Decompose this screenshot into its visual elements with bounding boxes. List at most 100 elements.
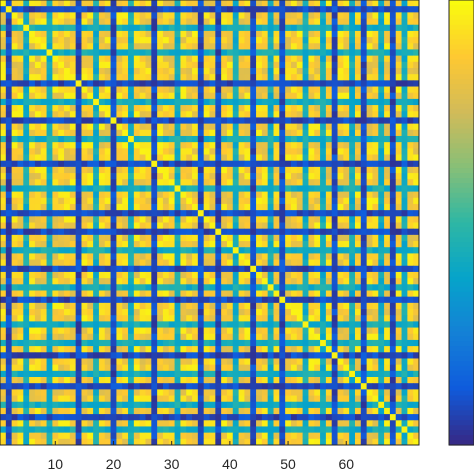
- heatmap-cell: [122, 271, 129, 279]
- heatmap-cell: [58, 185, 65, 192]
- heatmap-cell: [256, 296, 263, 304]
- heatmap-cell: [116, 352, 123, 359]
- heatmap-cell: [250, 321, 257, 328]
- heatmap-cell: [232, 12, 239, 19]
- heatmap-cell: [46, 265, 53, 273]
- heatmap-cell: [354, 321, 362, 328]
- heatmap-cell: [133, 166, 141, 174]
- heatmap-cell: [197, 98, 205, 106]
- heatmap-cell: [279, 191, 286, 199]
- heatmap-cell: [395, 216, 402, 223]
- heatmap-cell: [226, 370, 234, 378]
- heatmap-cell: [331, 123, 338, 131]
- heatmap-cell: [40, 395, 47, 403]
- heatmap-cell: [5, 142, 13, 149]
- heatmap-cell: [64, 407, 71, 415]
- heatmap-cell: [81, 6, 88, 13]
- heatmap-cell: [104, 247, 111, 254]
- heatmap-cell: [238, 241, 245, 248]
- heatmap-cell: [343, 43, 350, 50]
- heatmap-cell: [145, 401, 152, 409]
- heatmap-cell: [174, 364, 181, 372]
- heatmap-cell: [52, 395, 59, 403]
- heatmap-cell: [349, 302, 356, 310]
- heatmap-cell: [23, 222, 30, 230]
- heatmap-cell: [145, 166, 152, 174]
- heatmap-cell: [139, 55, 146, 63]
- heatmap-cell: [128, 309, 135, 316]
- heatmap-cell: [98, 309, 106, 316]
- heatmap-cell: [93, 222, 100, 230]
- heatmap-cell: [52, 259, 59, 267]
- heatmap-cell: [40, 0, 47, 7]
- heatmap-cell: [285, 86, 292, 94]
- heatmap-cell: [389, 296, 397, 304]
- heatmap-cell: [261, 414, 269, 421]
- heatmap-cell: [267, 12, 274, 19]
- heatmap-cell: [197, 18, 205, 26]
- heatmap-cell: [366, 117, 373, 125]
- heatmap-cell: [250, 247, 257, 254]
- heatmap-cell: [128, 271, 135, 279]
- heatmap-cell: [93, 142, 100, 149]
- heatmap-cell: [139, 61, 146, 69]
- heatmap-cell: [133, 420, 141, 427]
- heatmap-cell: [5, 339, 13, 347]
- heatmap-cell: [221, 383, 228, 390]
- heatmap-cell: [250, 111, 257, 118]
- heatmap-cell: [354, 74, 362, 81]
- heatmap-cell: [209, 327, 216, 335]
- heatmap-cell: [98, 327, 106, 335]
- heatmap-cell: [122, 315, 129, 322]
- heatmap-cell: [122, 352, 129, 359]
- heatmap-cell: [256, 191, 263, 199]
- heatmap-cell: [372, 216, 379, 223]
- heatmap-cell: [354, 241, 362, 248]
- heatmap-cell: [17, 407, 24, 415]
- heatmap-cell: [11, 346, 18, 353]
- heatmap-cell: [168, 210, 175, 217]
- heatmap-cell: [110, 123, 117, 131]
- heatmap-cell: [186, 222, 193, 230]
- heatmap-cell: [168, 302, 175, 310]
- heatmap-cell: [81, 154, 88, 162]
- heatmap-cell: [133, 123, 141, 131]
- heatmap-cell: [122, 302, 129, 310]
- heatmap-cell: [168, 92, 175, 100]
- heatmap-cell: [372, 18, 379, 26]
- heatmap-cell: [366, 173, 373, 180]
- heatmap-cell: [81, 228, 88, 236]
- heatmap-cell: [69, 339, 77, 347]
- heatmap-cell: [0, 160, 7, 168]
- heatmap-cell: [226, 203, 234, 211]
- heatmap-cell: [197, 30, 205, 38]
- heatmap-cell: [58, 377, 65, 384]
- heatmap-cell: [384, 358, 391, 366]
- heatmap-cell: [215, 43, 222, 50]
- heatmap-cell: [343, 234, 350, 242]
- heatmap-cell: [290, 228, 298, 236]
- heatmap-cell: [110, 271, 117, 279]
- heatmap-cell: [407, 74, 414, 81]
- heatmap-cell: [337, 61, 344, 69]
- heatmap-cell: [244, 55, 251, 63]
- heatmap-cell: [180, 309, 187, 316]
- heatmap-cell: [192, 173, 199, 180]
- heatmap-cell: [331, 160, 338, 168]
- heatmap-cell: [151, 173, 158, 180]
- heatmap-cell: [349, 142, 356, 149]
- heatmap-cell: [162, 61, 170, 69]
- heatmap-cell: [174, 129, 181, 137]
- heatmap-cell: [174, 253, 181, 260]
- heatmap-cell: [384, 24, 391, 32]
- heatmap-cell: [273, 61, 280, 69]
- heatmap-cell: [52, 241, 59, 248]
- heatmap-cell: [366, 358, 373, 366]
- heatmap-cell: [128, 339, 135, 347]
- heatmap-cell: [29, 216, 36, 223]
- heatmap-cell: [174, 377, 181, 384]
- heatmap-cell: [413, 407, 420, 415]
- heatmap-cell: [238, 74, 245, 81]
- heatmap-cell: [337, 123, 344, 131]
- heatmap-cell: [40, 160, 47, 168]
